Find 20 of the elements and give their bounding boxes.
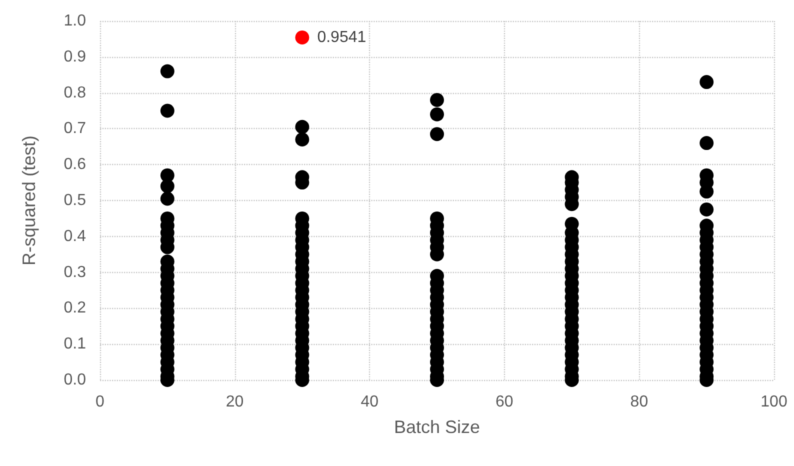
data-label: 0.9541 xyxy=(317,28,366,46)
y-tick-label: 0.7 xyxy=(64,120,86,138)
y-tick-label: 0.5 xyxy=(64,192,86,209)
y-tick-label: 1.0 xyxy=(64,12,86,30)
x-tick-label: 60 xyxy=(496,394,514,410)
y-tick-label: 0.6 xyxy=(64,156,86,174)
y-tick-label: 0.8 xyxy=(64,84,86,102)
y-tick-label: 0.9 xyxy=(64,48,86,66)
x-tick-label: 0 xyxy=(96,394,105,410)
y-tick-label: 0.3 xyxy=(64,264,86,281)
x-tick-label: 40 xyxy=(360,394,379,410)
y-axis-title: R-squared (test) xyxy=(19,135,39,266)
x-axis-title: Batch Size xyxy=(394,417,480,437)
y-tick-label: 0.0 xyxy=(64,372,86,388)
x-tick-label: 80 xyxy=(630,394,648,410)
y-tick-label: 0.2 xyxy=(64,300,86,317)
y-tick-label: 0.4 xyxy=(64,228,86,245)
y-tick-label: 0.1 xyxy=(64,336,86,353)
x-tick-label: 100 xyxy=(760,394,788,410)
x-tick-label: 20 xyxy=(226,394,244,410)
